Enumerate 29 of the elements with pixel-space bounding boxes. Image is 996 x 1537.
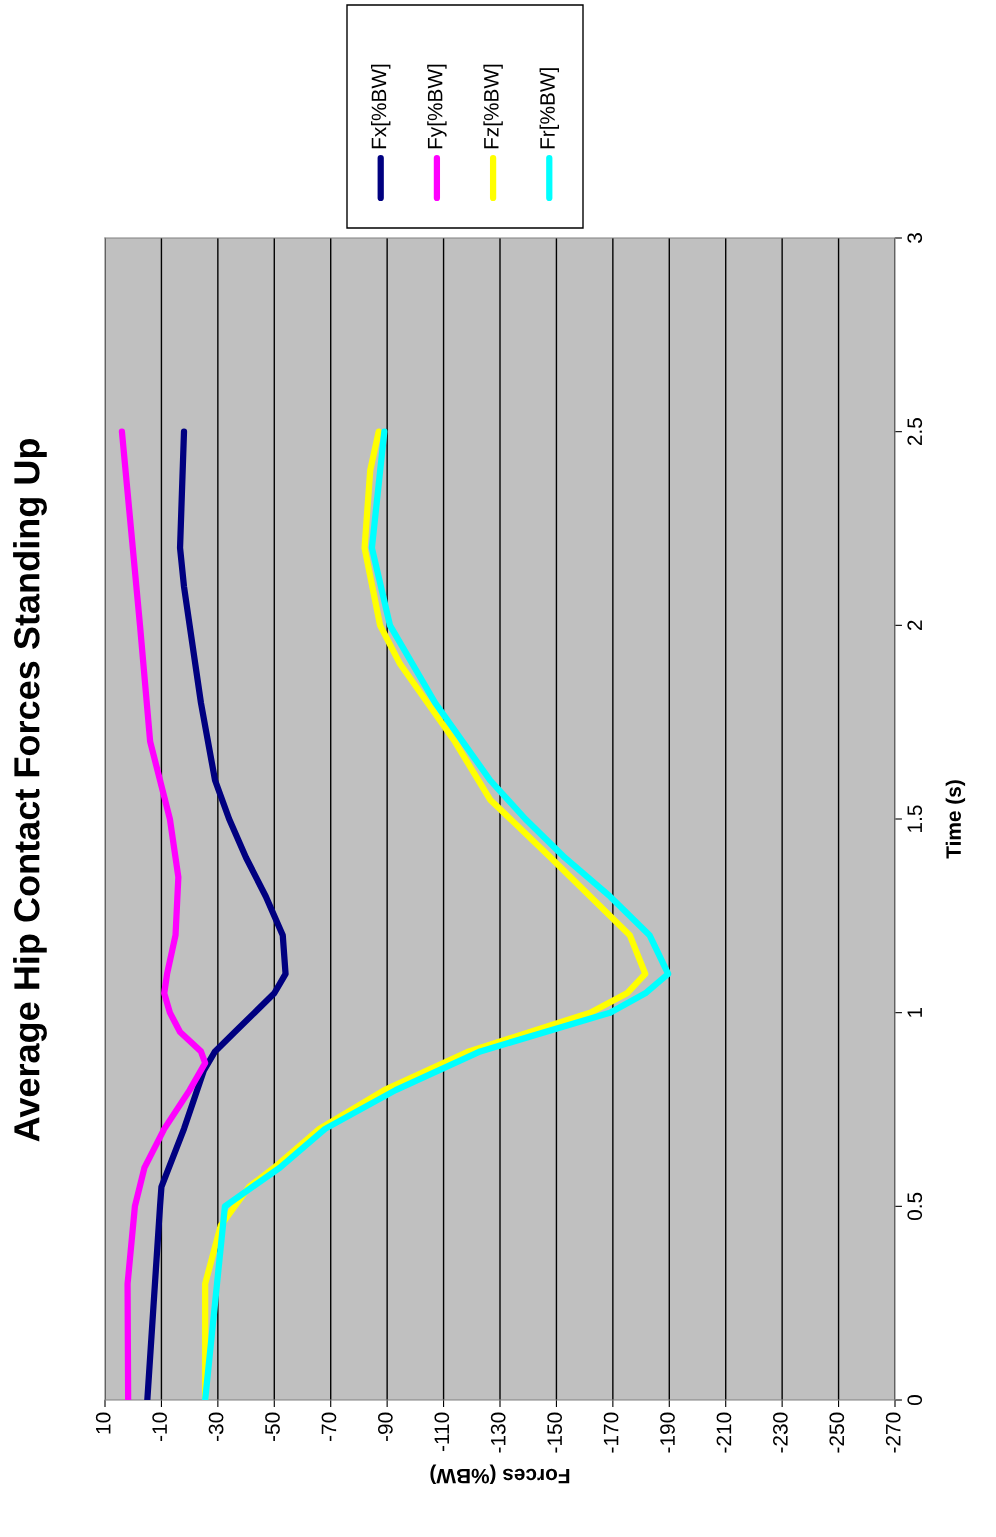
x-tick-label: -30 (208, 1412, 224, 1441)
y-tick-label: 1.5 (907, 805, 923, 832)
x-tick-label: -230 (772, 1412, 788, 1453)
x-tick-label: -10 (152, 1412, 168, 1441)
x-tick-label: -190 (660, 1412, 675, 1453)
text: Fz[%BW] (483, 64, 503, 149)
x-tick-label: 10 (95, 1412, 111, 1434)
y-tick-label: 3 (907, 233, 923, 243)
x-tick-label: -150 (547, 1412, 563, 1453)
y-axis-title: Time (s) (945, 780, 966, 859)
x-tick-label: -250 (829, 1412, 845, 1453)
text: Fx[%BW] (371, 64, 391, 149)
text: Average Hip Contact Forces Standing Up (13, 438, 47, 1142)
x-axis-title: Forces (%BW) (430, 1464, 570, 1485)
y-tick-label: 2.5 (907, 418, 923, 446)
x-tick-label: -210 (716, 1412, 732, 1453)
x-tick-label: -70 (321, 1412, 337, 1441)
x-tick-label: -130 (490, 1412, 506, 1453)
x-tick-label: -50 (265, 1412, 280, 1441)
y-tick-label: 2 (907, 620, 922, 631)
x-tick-label: -170 (603, 1412, 619, 1453)
x-tick-label: -90 (377, 1412, 393, 1441)
x-tick-label: -270 (885, 1412, 901, 1453)
y-tick-label: 1 (907, 1007, 922, 1017)
text: Fr[%BW] (539, 68, 559, 149)
text: Fy[%BW] (427, 64, 447, 149)
y-tick-label: 0.5 (907, 1192, 923, 1220)
y-tick-label: 0 (907, 1395, 923, 1405)
x-tick-label: -110 (434, 1412, 450, 1452)
